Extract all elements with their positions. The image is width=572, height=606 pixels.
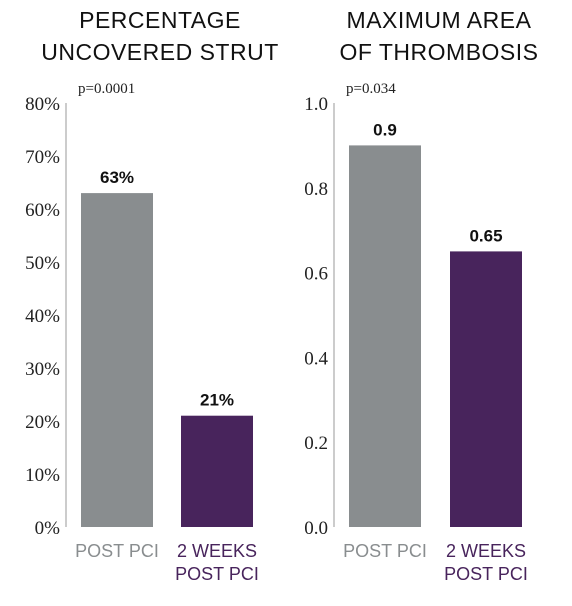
y-tick-label: 1.0 xyxy=(304,94,328,115)
bar xyxy=(81,193,153,527)
chart-title-line: UNCOVERED STRUT xyxy=(41,39,279,65)
y-tick-label: 60% xyxy=(25,200,60,221)
y-tick-label: 0.2 xyxy=(304,433,328,454)
chart-title-line: OF THROMBOSIS xyxy=(339,39,538,65)
chart-title-line: MAXIMUM AREA xyxy=(347,7,532,33)
bar xyxy=(349,145,421,527)
bar xyxy=(181,415,253,527)
y-tick-label: 70% xyxy=(25,147,60,168)
x-category-label: POST PCI xyxy=(75,541,159,561)
p-value-annotation: p=0.034 xyxy=(346,81,396,97)
bar-data-label: 0.65 xyxy=(469,226,502,245)
bar-data-label: 63% xyxy=(100,168,134,187)
y-tick-label: 0.4 xyxy=(304,348,328,369)
y-tick-label: 0% xyxy=(35,518,61,539)
y-tick-label: 50% xyxy=(25,253,60,274)
x-category-label: POST PCI xyxy=(175,564,259,584)
y-tick-label: 30% xyxy=(25,359,60,380)
x-category-label: POST PCI xyxy=(444,564,528,584)
chart-title-line: PERCENTAGE xyxy=(79,7,241,33)
y-tick-label: 40% xyxy=(25,306,60,327)
y-tick-label: 0.8 xyxy=(304,179,328,200)
y-tick-label: 0.0 xyxy=(304,518,328,539)
y-tick-label: 20% xyxy=(25,412,60,433)
x-category-label: 2 WEEKS xyxy=(446,541,526,561)
bar-data-label: 0.9 xyxy=(373,120,397,139)
y-tick-label: 10% xyxy=(25,465,60,486)
y-tick-label: 80% xyxy=(25,94,60,115)
x-category-label: POST PCI xyxy=(343,541,427,561)
bar xyxy=(450,251,522,527)
p-value-annotation: p=0.0001 xyxy=(78,81,135,97)
y-tick-label: 0.6 xyxy=(304,264,328,285)
x-category-label: 2 WEEKS xyxy=(177,541,257,561)
bar-data-label: 21% xyxy=(200,391,234,410)
